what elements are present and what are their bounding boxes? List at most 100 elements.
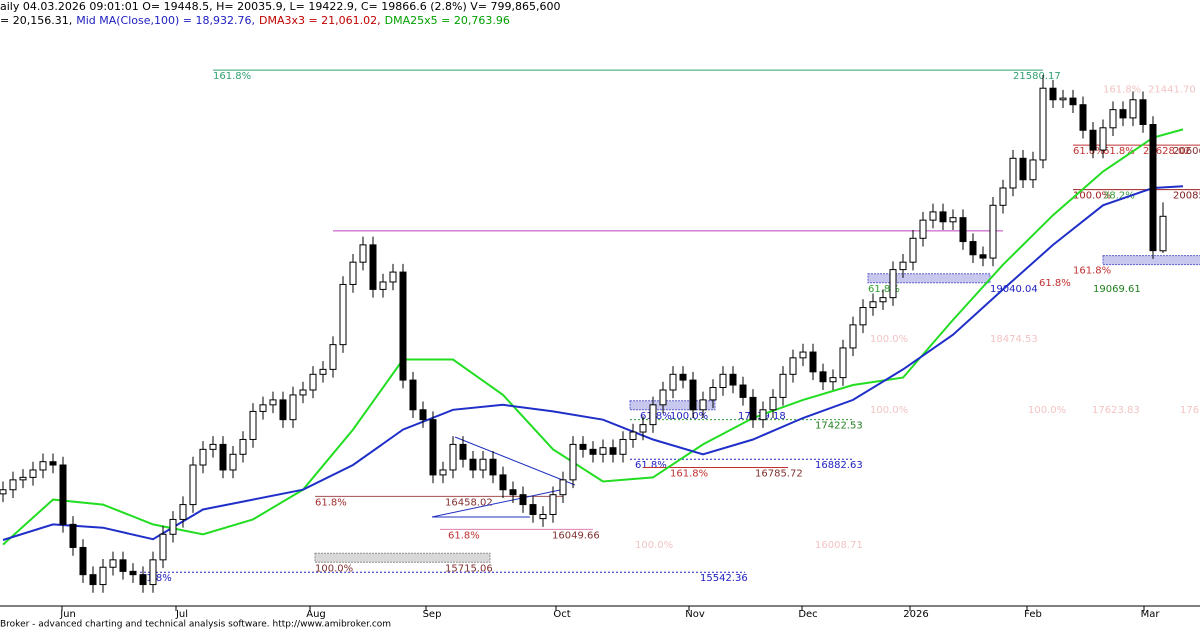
candle-body: [719, 373, 727, 389]
level-box: [314, 552, 491, 563]
level-label: 100.0%: [870, 334, 908, 345]
candle-body: [1129, 99, 1137, 119]
candle-body: [529, 504, 537, 515]
level-label: 61.8%: [448, 530, 480, 541]
candle-body: [639, 424, 647, 433]
candle-body: [1119, 109, 1127, 119]
candle-body: [149, 559, 157, 586]
candle-body: [89, 574, 97, 586]
level-box: [1102, 255, 1200, 266]
x-tick-label: Nov: [685, 609, 705, 620]
candle-body: [459, 443, 467, 460]
level-label: 16458.02: [445, 497, 493, 508]
candle-body: [559, 479, 567, 496]
candle-body: [839, 347, 847, 379]
level-label: 19040.04: [990, 284, 1038, 295]
candle-body: [899, 261, 907, 271]
candle-body: [619, 438, 627, 455]
candle-body: [19, 476, 27, 481]
candle-body: [119, 559, 127, 572]
level-label: 16882.63: [815, 460, 863, 471]
candle-body: [0, 489, 7, 495]
candle-body: [179, 504, 187, 520]
ma-line: [2, 128, 1184, 546]
candle-body: [479, 458, 487, 471]
candle-body: [629, 431, 637, 440]
candle-body: [239, 438, 247, 455]
candle-body: [699, 399, 707, 411]
x-tick-label: Mar: [1141, 609, 1161, 620]
candle-body: [429, 419, 437, 476]
level-label: 100.0%: [635, 540, 673, 551]
candle-body: [269, 399, 277, 406]
x-tick-label: Jun: [59, 609, 76, 620]
candle-body: [489, 458, 497, 476]
candle-body: [349, 261, 357, 285]
candle-body: [519, 494, 527, 506]
candle-body: [1049, 87, 1057, 101]
level-label: 61.8%: [1039, 278, 1071, 289]
level-label: 100.0%: [870, 405, 908, 416]
level-label: 61.8%: [635, 460, 667, 471]
candle-body: [609, 447, 617, 455]
candle-body: [289, 394, 297, 421]
level-label: 21580.17: [1013, 71, 1061, 82]
candle-body: [769, 396, 777, 411]
candle-body: [659, 389, 667, 406]
indicator-value: Mid MA(Close,100) = 18,932.76,: [76, 14, 255, 27]
level-label: 18474.53: [990, 334, 1038, 345]
candle-body: [139, 574, 147, 586]
candle-body: [679, 373, 687, 381]
candle-body: [319, 368, 327, 375]
candle-body: [379, 281, 387, 290]
candle-body: [1029, 159, 1037, 181]
level-label: 100.0%: [670, 411, 708, 422]
candle-body: [49, 461, 57, 466]
candle-body: [79, 546, 87, 576]
candle-body: [889, 269, 897, 299]
candle-body: [439, 469, 447, 476]
candle-body: [1149, 123, 1157, 252]
candle-body: [249, 410, 257, 440]
x-tick-label: Aug: [306, 609, 326, 620]
level-label: 100.0%: [1073, 191, 1111, 202]
level-label: 100.0%: [1028, 405, 1066, 416]
candle-body: [729, 373, 737, 386]
candle-body: [739, 384, 747, 398]
candle-body: [1139, 99, 1147, 125]
candle-body: [649, 404, 657, 426]
candle-body: [789, 357, 797, 375]
candle-body: [939, 211, 947, 223]
level-box: [629, 400, 716, 411]
candle-body: [1059, 97, 1067, 101]
candle-body: [539, 513, 547, 520]
level-label: 15715.06: [445, 563, 493, 574]
indicator-value: DMA3x3 = 21,061.02,: [259, 14, 381, 27]
candle-body: [589, 448, 597, 455]
level-label: 100.0%: [315, 563, 353, 574]
candle-body: [339, 283, 347, 346]
level-label: 61.8%: [315, 497, 347, 508]
candle-body: [809, 351, 817, 373]
candle-body: [999, 187, 1007, 206]
candle-body: [329, 344, 337, 370]
candle-body: [759, 409, 767, 421]
candle-body: [69, 523, 77, 548]
level-label: 161.8%: [670, 468, 708, 479]
candle-body: [449, 443, 457, 471]
level-label: 20606: [1173, 146, 1200, 157]
level-box: [867, 273, 991, 284]
candle-body: [469, 458, 477, 471]
ma-line: [2, 185, 1184, 541]
candle-body: [1099, 127, 1107, 151]
indicator-value: = 20,156.31,: [0, 14, 72, 27]
candle-body: [1079, 104, 1087, 131]
level-label: 16049.66: [552, 530, 600, 541]
candle-body: [1019, 157, 1027, 181]
level-label: 161.8%: [213, 71, 251, 82]
level-label: 20628.02: [1143, 146, 1191, 157]
level-label: 161.8%: [1073, 266, 1111, 277]
candle-body: [689, 379, 697, 411]
